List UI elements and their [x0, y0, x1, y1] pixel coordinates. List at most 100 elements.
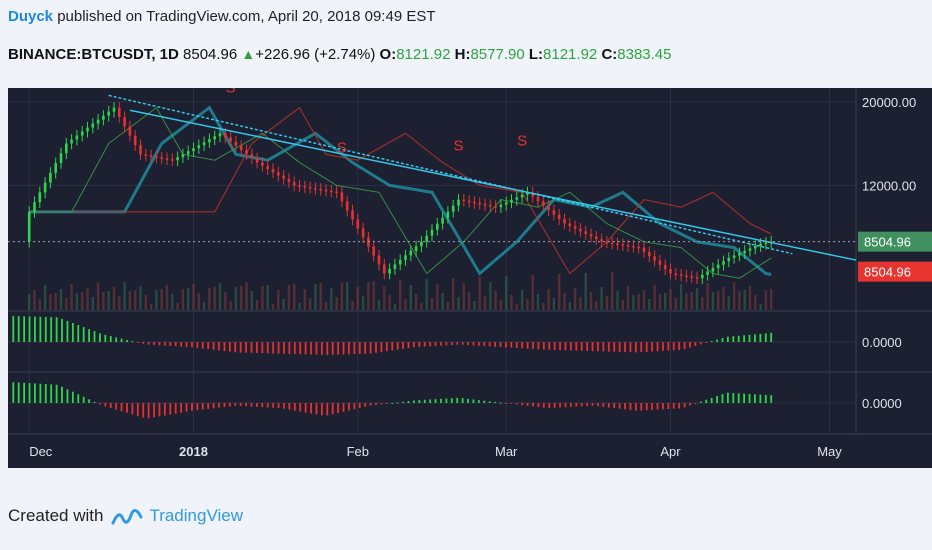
volume-bar — [605, 296, 609, 310]
indicator-bar — [607, 403, 610, 408]
indicator-bar — [640, 403, 643, 411]
volume-bar — [732, 282, 736, 310]
indicator-bar — [218, 403, 220, 408]
indicator-bar — [407, 342, 410, 349]
chart-area[interactable]: S S S S S Dec 2018 Feb Mar Apr May 20000.00 12000.0… — [8, 74, 932, 468]
volume-bar — [351, 301, 354, 310]
volume-bar — [520, 290, 524, 310]
candle-body — [483, 203, 487, 206]
volume-bar — [282, 299, 285, 310]
indicator-bar — [726, 336, 729, 342]
candle-body — [600, 239, 603, 242]
candle-body — [573, 226, 577, 229]
indicator-bar — [272, 342, 275, 354]
volume-bar — [679, 284, 683, 310]
candle-body — [510, 199, 513, 203]
chart-svg[interactable]: S S S S S Dec 2018 Feb Mar Apr May 20000.00 12000.0… — [8, 74, 932, 468]
candle-body — [473, 201, 476, 204]
indicator-bar — [391, 403, 394, 404]
indicator-bar — [104, 403, 107, 407]
indicator-bar — [542, 342, 545, 350]
indicator-bar — [472, 342, 475, 346]
volume-bar — [685, 293, 688, 310]
candle-body — [383, 264, 386, 274]
indicator-bar — [66, 389, 69, 403]
volume-bar — [542, 303, 545, 310]
volume-bar — [298, 303, 301, 310]
candle-body — [112, 107, 116, 112]
high-label: H: — [454, 46, 471, 63]
volume-bar — [197, 293, 200, 310]
volume-bar — [112, 287, 116, 310]
candle-body — [759, 243, 762, 247]
indicator-bar — [218, 342, 220, 351]
indicator-bar — [201, 342, 204, 349]
indicator-bar — [375, 403, 377, 405]
open-label: O: — [379, 46, 397, 63]
volume-bar — [764, 290, 768, 310]
indicator-bar — [662, 342, 664, 351]
candle-body — [738, 253, 741, 256]
author-link[interactable]: Duyck — [8, 8, 54, 25]
candle-body — [531, 192, 534, 197]
candle-body — [96, 119, 100, 124]
volume-bar — [107, 291, 110, 310]
indicator-bar — [694, 403, 697, 404]
indicator-bar — [196, 403, 199, 411]
volume-bar — [695, 288, 699, 310]
volume-bar — [690, 292, 693, 310]
indicator-bar — [272, 403, 275, 408]
indicator-bar — [743, 335, 746, 342]
indicator-bar — [499, 402, 502, 404]
candle-body — [372, 246, 375, 256]
indicator-bar — [169, 342, 172, 346]
volume-bar — [494, 291, 497, 310]
candle-body — [441, 217, 444, 224]
indicator-bar — [120, 338, 123, 342]
volume-bar — [579, 297, 582, 310]
volume-bar — [192, 284, 195, 310]
indicator-bar — [597, 342, 599, 352]
indicator-bar — [315, 342, 318, 355]
indicator-bar — [131, 403, 134, 415]
candle-body — [144, 154, 148, 156]
candle-body — [404, 255, 407, 260]
indicator-bar — [402, 342, 404, 349]
indicator-bar — [477, 400, 480, 403]
indicator-bar — [743, 393, 746, 403]
volume-bar — [139, 286, 142, 310]
indicator-bar — [223, 342, 226, 352]
candle-body — [414, 246, 418, 251]
volume-bar — [420, 303, 423, 310]
indicator-bar — [28, 383, 31, 403]
indicator-bar — [434, 399, 437, 403]
indicator-bar — [445, 342, 448, 346]
indicator-bar — [299, 342, 302, 355]
indicator-bar — [185, 403, 188, 412]
volume-bar — [287, 285, 291, 310]
volume-bar — [224, 292, 227, 310]
candle-body — [467, 200, 471, 203]
candle-body — [557, 214, 561, 220]
volume-bar — [187, 288, 190, 310]
indicator-bar — [212, 342, 215, 350]
indicator-bar — [28, 316, 31, 342]
sell-signal-marker: S — [337, 139, 347, 156]
indicator-bar — [537, 342, 540, 350]
volume-bar — [452, 278, 455, 310]
volume-bar — [515, 304, 518, 310]
indicator-bar — [429, 399, 432, 403]
indicator-bar — [580, 342, 583, 351]
x-tick-label: May — [817, 444, 842, 459]
indicator-bar — [320, 403, 323, 416]
price-tag — [858, 261, 932, 282]
indicator-bar — [61, 386, 63, 403]
indicator-bar — [310, 403, 312, 414]
indicator-bar — [683, 342, 686, 350]
tradingview-brand[interactable]: TradingView — [149, 506, 243, 525]
volume-bar — [346, 282, 349, 310]
indicator-bar — [494, 401, 497, 403]
indicator-bar — [17, 382, 20, 403]
volume-bar — [213, 287, 216, 310]
indicator-bar — [391, 342, 394, 351]
